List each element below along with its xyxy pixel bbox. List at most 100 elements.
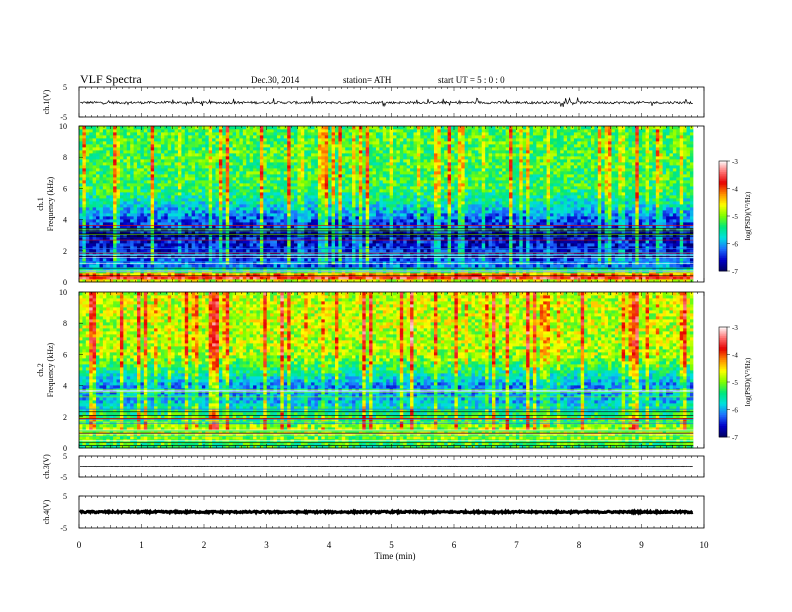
spectrogram-cell bbox=[205, 249, 209, 252]
spectrogram-cell bbox=[390, 198, 394, 201]
spectrogram-cell bbox=[229, 156, 233, 159]
spectrogram-cell bbox=[216, 210, 220, 213]
spectrogram-cell bbox=[270, 243, 274, 246]
spectrogram-cell bbox=[369, 195, 373, 198]
spectrogram-cell bbox=[147, 129, 151, 132]
spectrogram-cell bbox=[260, 156, 264, 159]
spectrogram-cell bbox=[226, 150, 230, 153]
spectrogram-cell bbox=[342, 213, 346, 216]
spectrogram-cell bbox=[117, 210, 121, 213]
spectrogram-cell bbox=[117, 147, 121, 150]
spectrogram-cell bbox=[277, 159, 281, 162]
spectrogram-cell bbox=[359, 156, 363, 159]
spectrogram-cell bbox=[127, 198, 131, 201]
spectrogram-cell bbox=[284, 138, 288, 141]
spectrogram-cell bbox=[158, 267, 162, 270]
spectrogram-cell bbox=[158, 138, 162, 141]
spectrogram-cell bbox=[239, 141, 243, 144]
spectrogram-cell bbox=[373, 264, 377, 267]
spectrogram-cell bbox=[291, 219, 295, 222]
spectrogram-cell bbox=[89, 177, 93, 180]
spectrogram-cell bbox=[338, 153, 342, 156]
spectrogram-cell bbox=[291, 216, 295, 219]
spectrogram-cell bbox=[291, 207, 295, 210]
spectrogram-cell bbox=[161, 231, 165, 234]
spectrogram-cell bbox=[373, 174, 377, 177]
spectrogram-cell bbox=[175, 168, 179, 171]
spectrogram-cell bbox=[205, 150, 209, 153]
spectrogram-cell bbox=[267, 249, 271, 252]
spectrogram-cell bbox=[342, 258, 346, 261]
spectrogram-cell bbox=[338, 207, 342, 210]
spectrogram-cell bbox=[362, 126, 366, 129]
spectrogram-cell bbox=[287, 243, 291, 246]
spectrogram-cell bbox=[291, 126, 295, 129]
spectrogram-cell bbox=[349, 219, 353, 222]
spectrogram-cell bbox=[209, 183, 213, 186]
spectrogram-cell bbox=[168, 189, 172, 192]
spectrogram-cell bbox=[304, 144, 308, 147]
spectrogram-cell bbox=[308, 180, 312, 183]
spectrogram-cell bbox=[274, 168, 278, 171]
spectrogram-cell bbox=[110, 129, 114, 132]
spectrogram-cell bbox=[175, 219, 179, 222]
spectrogram-cell bbox=[239, 153, 243, 156]
spectrogram-cell bbox=[171, 171, 175, 174]
spectrogram-cell bbox=[185, 129, 189, 132]
spectrogram-cell bbox=[120, 186, 124, 189]
spectrogram-cell bbox=[110, 195, 114, 198]
spectrogram-cell bbox=[117, 201, 121, 204]
spectrogram-cell bbox=[304, 258, 308, 261]
spectrogram-cell bbox=[103, 174, 107, 177]
spectrogram-cell bbox=[328, 162, 332, 165]
spectrogram-cell bbox=[308, 177, 312, 180]
spectrogram-cell bbox=[332, 159, 336, 162]
spectrogram-cell bbox=[168, 183, 172, 186]
spectrogram-cell bbox=[366, 138, 370, 141]
spectrogram-cell bbox=[123, 243, 127, 246]
spectrogram-cell bbox=[117, 249, 121, 252]
spectrogram-cell bbox=[164, 219, 168, 222]
spectrogram-cell bbox=[256, 168, 260, 171]
spectrogram-cell bbox=[379, 210, 383, 213]
spectrogram-cell bbox=[233, 150, 237, 153]
spectrogram-cell bbox=[274, 207, 278, 210]
spectrogram-cell bbox=[171, 144, 175, 147]
spectrogram-cell bbox=[328, 213, 332, 216]
spectrogram-cell bbox=[274, 138, 278, 141]
spectrogram-cell bbox=[198, 195, 202, 198]
spectrogram-cell bbox=[287, 231, 291, 234]
spectrogram-cell bbox=[175, 201, 179, 204]
spectrogram-cell bbox=[359, 249, 363, 252]
spectrogram-cell bbox=[202, 177, 206, 180]
spectrogram-cell bbox=[113, 267, 117, 270]
spectrogram-cell bbox=[168, 267, 172, 270]
spectrogram-cell bbox=[239, 192, 243, 195]
spectrogram-cell bbox=[373, 138, 377, 141]
spectrogram-cell bbox=[89, 216, 93, 219]
spectrogram-cell bbox=[332, 192, 336, 195]
spectrogram-cell bbox=[113, 240, 117, 243]
spectrogram-cell bbox=[349, 150, 353, 153]
spectrogram-cell bbox=[195, 138, 199, 141]
spectrogram-cell bbox=[260, 183, 264, 186]
spectrogram-cell bbox=[120, 207, 124, 210]
spectrogram-cell bbox=[390, 174, 394, 177]
spectrogram-cell bbox=[110, 216, 114, 219]
spectrogram-cell bbox=[362, 150, 366, 153]
spectrogram-cell bbox=[188, 255, 192, 258]
spectrogram-cell bbox=[93, 180, 97, 183]
spectrogram-cell bbox=[117, 219, 121, 222]
spectrogram-cell bbox=[226, 267, 230, 270]
spectrogram-cell bbox=[369, 165, 373, 168]
spectrogram-cell bbox=[236, 126, 240, 129]
spectrogram-cell bbox=[158, 126, 162, 129]
spectrogram-cell bbox=[239, 249, 243, 252]
spectrogram-cell bbox=[164, 222, 168, 225]
spectrogram-cell bbox=[99, 204, 103, 207]
spectrogram-cell bbox=[205, 231, 209, 234]
spectrogram-cell bbox=[219, 264, 223, 267]
spectrogram-cell bbox=[93, 249, 97, 252]
spectrogram-cell bbox=[304, 267, 308, 270]
spectrogram-cell bbox=[352, 150, 356, 153]
